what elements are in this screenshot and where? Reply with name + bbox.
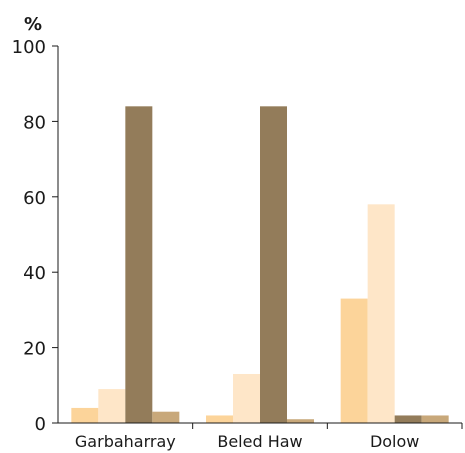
bar-dolow-s4: [421, 415, 449, 423]
x-axis: Garbaharray Beled Haw Dolow: [58, 422, 463, 451]
bar-dolow-s3: [394, 415, 422, 423]
bar-beled-haw-s4: [287, 419, 314, 423]
bar-beled-haw-s2: [233, 373, 260, 423]
y-tick-label: 80: [23, 112, 46, 133]
bar-dolow-s2: [367, 204, 395, 423]
bar-garbaharray-s1: [71, 407, 99, 423]
y-axis: 0 20 40 60 80 100: [12, 37, 59, 435]
bar-garbaharray-s2: [98, 389, 126, 423]
x-category-label: Beled Haw: [217, 432, 302, 451]
y-tick-label: 40: [23, 263, 46, 284]
bar-dolow-s1: [340, 298, 368, 423]
y-tick-label: 100: [12, 37, 46, 58]
bars-group: [71, 106, 449, 423]
x-category-label: Garbaharray: [75, 432, 176, 451]
y-tick-label: 0: [35, 414, 46, 435]
y-tick-label: 20: [23, 339, 46, 360]
x-category-label: Dolow: [370, 432, 419, 451]
y-unit-label: %: [24, 14, 42, 35]
y-tick-label: 60: [23, 188, 46, 209]
bar-garbaharray-s4: [152, 411, 180, 423]
bar-beled-haw-s1: [206, 415, 233, 423]
bar-garbaharray-s3: [125, 106, 153, 423]
bar-beled-haw-s3: [260, 106, 287, 423]
